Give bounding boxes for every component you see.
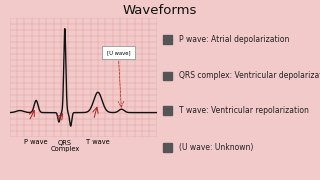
Text: (U wave: Unknown): (U wave: Unknown) — [179, 143, 253, 152]
Bar — [163, 35, 172, 44]
Bar — [163, 143, 172, 152]
Bar — [163, 106, 172, 115]
Text: Waveforms: Waveforms — [123, 4, 197, 17]
Text: T wave: T wave — [86, 140, 110, 145]
FancyBboxPatch shape — [102, 46, 135, 59]
Text: T wave: Ventricular repolarization: T wave: Ventricular repolarization — [179, 106, 309, 115]
Bar — [163, 72, 172, 80]
Text: P wave: Atrial depolarization: P wave: Atrial depolarization — [179, 35, 289, 44]
Text: [U wave]: [U wave] — [107, 50, 130, 55]
Text: QRS
Complex: QRS Complex — [50, 140, 79, 152]
Text: QRS complex: Ventricular depolarization: QRS complex: Ventricular depolarization — [179, 71, 320, 80]
Text: P wave: P wave — [24, 140, 48, 145]
